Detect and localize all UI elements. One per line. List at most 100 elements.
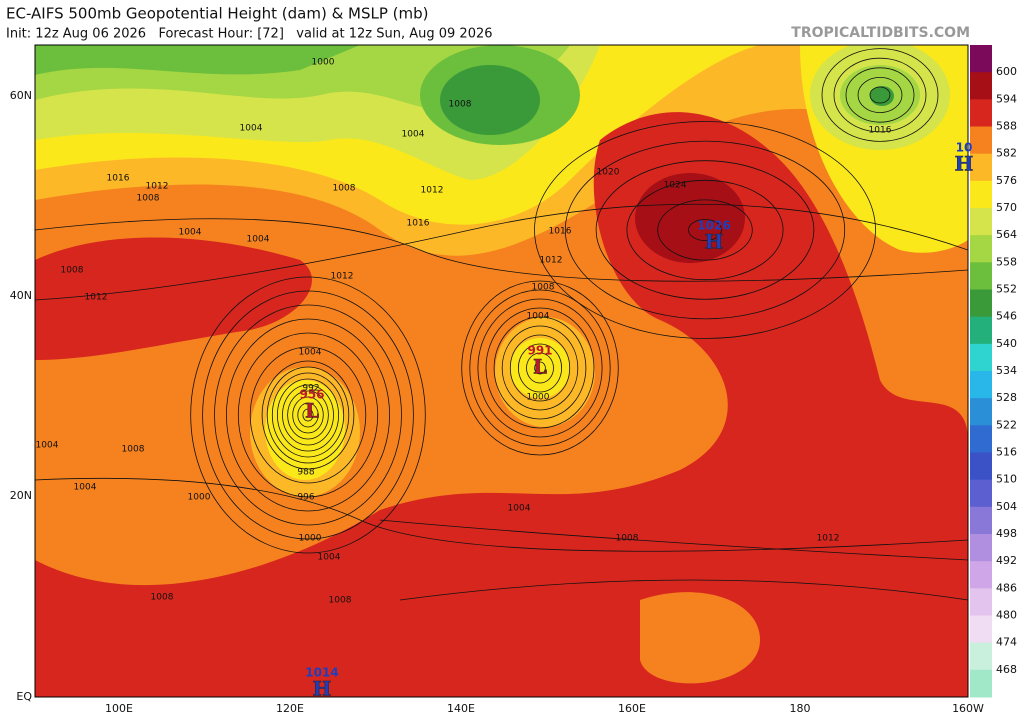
colorbar-cell	[970, 153, 992, 182]
isobar	[534, 361, 546, 375]
isobar	[35, 203, 968, 301]
isobar-label: 1020	[597, 168, 620, 178]
colorbar-label: 510	[996, 473, 1017, 486]
isobar	[266, 366, 350, 464]
isobar-label: 988	[297, 468, 314, 478]
colorbar-cell	[970, 45, 992, 73]
colorbar-cell	[970, 588, 992, 616]
isobar-label: 1000	[312, 58, 335, 68]
isobar	[461, 280, 619, 456]
isobar	[821, 48, 939, 142]
subtitle: Init: 12z Aug 06 2026 Forecast Hour: [72…	[6, 27, 493, 42]
colorbar-cell	[970, 289, 992, 318]
isobar	[509, 334, 571, 402]
isobar	[302, 408, 314, 422]
lon-label: 140E	[447, 702, 475, 715]
colorbar-label: 480	[996, 609, 1017, 622]
isobar	[214, 304, 402, 526]
colorbar-label: 474	[996, 636, 1017, 649]
isobar-label: 1016	[549, 227, 572, 237]
isobar-label: 1004	[527, 312, 550, 322]
isobar-label: 996	[297, 493, 314, 503]
isobar-label: 1012	[817, 534, 840, 544]
lat-label: 40N	[10, 289, 32, 302]
center-symbol: L	[305, 399, 319, 423]
colorbar-label: 564	[996, 228, 1017, 241]
colorbar-cell	[970, 99, 992, 127]
colorbar-cell	[970, 180, 992, 209]
isobar-label: 1000	[299, 534, 322, 544]
isobars	[35, 48, 968, 621]
colorbar-cell	[970, 615, 992, 644]
map	[35, 45, 968, 697]
colorbar-cell	[970, 316, 992, 345]
lat-label: 60N	[10, 89, 32, 102]
colorbar-label: 528	[996, 391, 1017, 404]
lon-label: 120E	[276, 702, 304, 715]
isobar	[518, 343, 563, 393]
isobar-label: 1008	[333, 184, 356, 194]
isobar	[595, 160, 815, 300]
isobar	[261, 360, 355, 470]
isobar-label: 1008	[449, 100, 472, 110]
center-value: 956	[299, 388, 324, 402]
map-frame	[34, 44, 969, 698]
colorbar-cell	[970, 371, 992, 399]
isobar	[237, 332, 379, 498]
isobar-label: 1012	[540, 256, 563, 266]
isobar-label: 1004	[402, 130, 425, 140]
colorbar-cell	[970, 72, 992, 100]
isobar	[469, 289, 611, 447]
isobar	[35, 477, 968, 552]
isobar-label: 1016	[407, 219, 430, 229]
isobar	[297, 402, 319, 428]
isobar	[249, 346, 367, 484]
isobar	[626, 179, 784, 281]
lat-label: 20N	[10, 489, 32, 502]
isobar-label: 1008	[329, 596, 352, 606]
isobar	[485, 307, 595, 429]
isobar	[501, 325, 579, 411]
colorbar-label: 600	[996, 65, 1017, 78]
isobar	[399, 579, 968, 621]
site-name: TROPICALTIDBITS.COM	[791, 25, 970, 41]
isobar-label: 1008	[137, 194, 160, 204]
isobar-label: 992	[302, 384, 319, 394]
isobar-label: 1004	[179, 228, 202, 238]
colorbar-cell	[970, 425, 992, 453]
isobar	[477, 298, 603, 438]
colorbar-cell	[970, 479, 992, 508]
colorbar-cell	[970, 262, 992, 290]
isobar	[292, 396, 324, 434]
colorbar-label: 504	[996, 500, 1017, 513]
colorbar-cell	[970, 452, 992, 481]
colorbar-cell	[970, 506, 992, 535]
isobar-label: 1008	[151, 593, 174, 603]
isobar	[845, 67, 915, 123]
isobar-label: 1004	[508, 504, 531, 514]
isobar	[869, 86, 891, 104]
colorbar-cell	[970, 208, 992, 236]
isobar	[276, 378, 339, 452]
lon-label: 100E	[105, 702, 133, 715]
isobar	[526, 352, 554, 384]
isobar	[190, 276, 426, 554]
isobar-label: 1004	[74, 483, 97, 493]
colorbar-label: 582	[996, 147, 1017, 160]
colorbar-label: 546	[996, 310, 1017, 323]
colorbar-cell	[970, 534, 992, 562]
center-value: 1026	[697, 219, 730, 233]
isobar	[379, 519, 968, 580]
isobar-label: 1012	[146, 182, 169, 192]
isobar	[202, 290, 414, 540]
colorbar-label: 558	[996, 255, 1017, 268]
isobar-label: 1008	[122, 445, 145, 455]
colorbar-label: 534	[996, 364, 1017, 377]
isobar	[688, 219, 722, 241]
colorbar-cell	[970, 235, 992, 263]
isobar-label: 1004	[36, 441, 59, 451]
colorbar-label: 588	[996, 120, 1017, 133]
colorbar-cell	[970, 398, 992, 426]
